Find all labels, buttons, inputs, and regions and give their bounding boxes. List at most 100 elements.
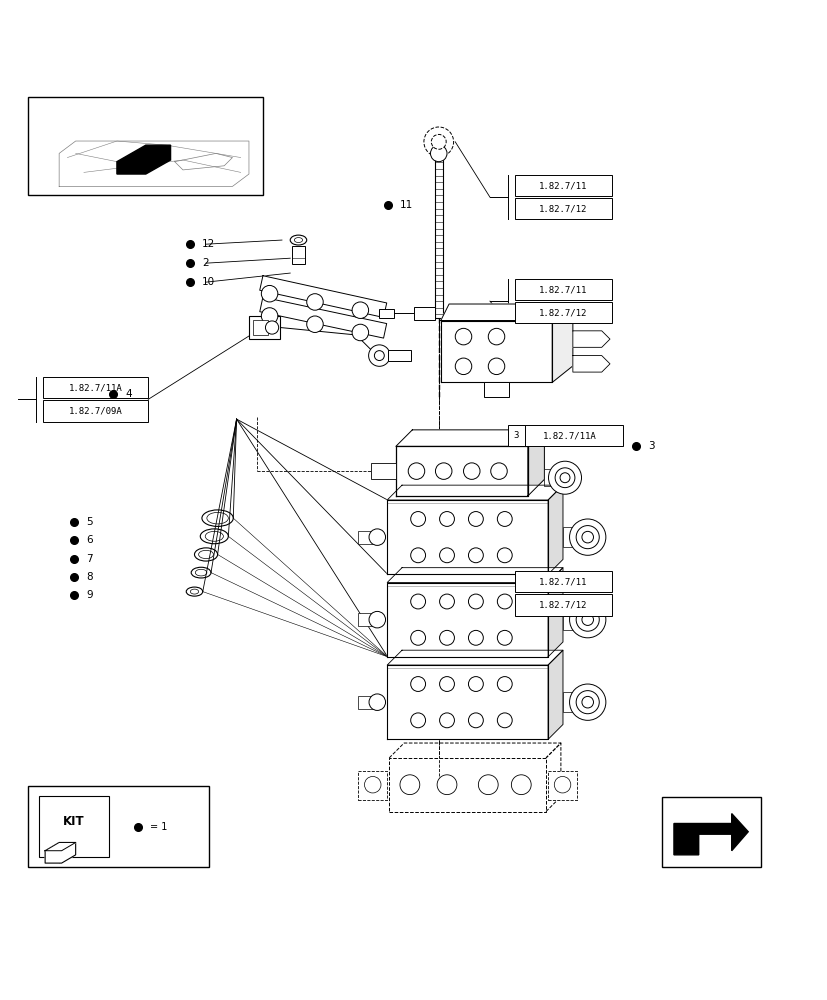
Bar (661, 797, 760, 867)
Circle shape (410, 713, 425, 728)
Bar (414, 307, 434, 320)
Bar (543, 469, 560, 486)
Text: 1.82.7/09A: 1.82.7/09A (69, 406, 122, 415)
Circle shape (374, 351, 384, 361)
Circle shape (431, 134, 446, 149)
Circle shape (554, 468, 574, 488)
Circle shape (581, 614, 593, 625)
Text: 12: 12 (202, 239, 215, 249)
Polygon shape (387, 500, 547, 574)
Circle shape (547, 461, 581, 494)
Circle shape (410, 630, 425, 645)
Polygon shape (547, 485, 562, 574)
Circle shape (369, 611, 385, 628)
Text: 1.82.7/12: 1.82.7/12 (538, 204, 587, 213)
Circle shape (410, 512, 425, 526)
Bar (28, 97, 263, 195)
Circle shape (410, 677, 425, 691)
Polygon shape (174, 153, 232, 170)
Circle shape (455, 328, 471, 345)
Polygon shape (117, 145, 170, 174)
Bar (249, 316, 280, 339)
Text: 9: 9 (86, 590, 93, 600)
Circle shape (261, 285, 278, 302)
Circle shape (306, 294, 323, 310)
Circle shape (265, 321, 279, 334)
Polygon shape (552, 304, 572, 382)
Bar (667, 804, 753, 861)
Circle shape (478, 775, 498, 795)
Bar (517, 425, 622, 446)
Circle shape (463, 463, 480, 479)
Circle shape (351, 324, 368, 341)
Text: 2: 2 (202, 258, 208, 268)
Bar (484, 382, 509, 397)
Bar (547, 771, 576, 800)
Circle shape (497, 677, 512, 691)
Circle shape (497, 713, 512, 728)
Bar (358, 531, 376, 544)
Circle shape (488, 358, 504, 375)
Polygon shape (387, 568, 562, 583)
Polygon shape (572, 331, 609, 347)
Polygon shape (59, 141, 249, 186)
Bar (291, 246, 304, 264)
Bar (562, 527, 583, 547)
Circle shape (439, 677, 454, 691)
Text: 6: 6 (86, 535, 93, 545)
Text: 3: 3 (648, 441, 654, 451)
Polygon shape (395, 430, 543, 446)
Text: 10: 10 (202, 277, 215, 287)
Circle shape (455, 358, 471, 375)
Circle shape (439, 512, 454, 526)
Polygon shape (440, 304, 572, 321)
Circle shape (576, 691, 599, 714)
Bar (370, 463, 395, 479)
Circle shape (430, 145, 447, 162)
Polygon shape (45, 842, 75, 851)
Polygon shape (528, 430, 543, 496)
Text: 1.82.7/12: 1.82.7/12 (538, 600, 587, 609)
Circle shape (511, 775, 531, 795)
Text: 7: 7 (86, 554, 93, 564)
Bar (514, 175, 611, 196)
Bar (562, 610, 583, 630)
Circle shape (488, 328, 504, 345)
Bar (508, 425, 524, 446)
Polygon shape (387, 650, 562, 665)
Circle shape (468, 713, 483, 728)
Text: 4: 4 (125, 389, 131, 399)
Circle shape (468, 630, 483, 645)
Circle shape (468, 548, 483, 563)
Bar (43, 400, 148, 422)
Bar (358, 613, 376, 626)
Circle shape (497, 594, 512, 609)
Circle shape (439, 594, 454, 609)
Text: 1.82.7/11A: 1.82.7/11A (543, 431, 596, 440)
Polygon shape (547, 650, 562, 739)
Text: 5: 5 (86, 517, 93, 527)
Circle shape (369, 694, 385, 710)
Text: 8: 8 (86, 572, 93, 582)
Polygon shape (260, 297, 386, 338)
Bar (253, 320, 268, 335)
Polygon shape (572, 356, 609, 372)
Bar (28, 786, 209, 867)
Circle shape (399, 775, 419, 795)
Circle shape (364, 776, 380, 793)
Bar (562, 692, 583, 712)
Bar (357, 771, 386, 800)
Bar (434, 157, 442, 318)
Polygon shape (45, 842, 75, 863)
Circle shape (490, 463, 507, 479)
Circle shape (468, 677, 483, 691)
Circle shape (306, 316, 323, 332)
Circle shape (468, 512, 483, 526)
Text: 1.82.7/11: 1.82.7/11 (538, 577, 587, 586)
Circle shape (408, 463, 424, 479)
Bar (379, 309, 394, 318)
Circle shape (439, 713, 454, 728)
Bar (514, 302, 611, 323)
Polygon shape (547, 568, 562, 657)
Circle shape (497, 512, 512, 526)
